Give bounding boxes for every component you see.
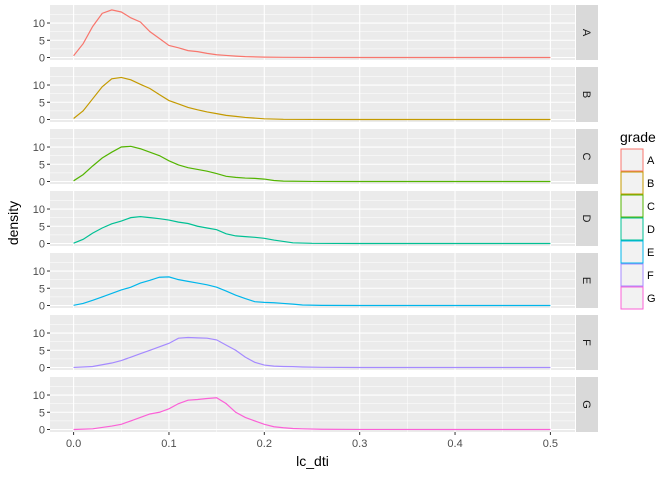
facet-strip [576,5,598,60]
legend-swatch [620,171,644,195]
x-tick-label: 0.3 [352,438,367,450]
facet-strip [576,191,598,246]
x-tick-label: 0.4 [447,438,462,450]
y-tick-label: 5 [39,159,45,171]
legend-key-E: E [620,240,654,264]
legend-title: grade [620,129,656,145]
facet-strip [576,377,598,432]
legend-label: B [647,178,654,190]
panel-background [50,315,575,370]
y-tick-label: 10 [33,266,45,278]
y-tick-label: 10 [33,18,45,30]
legend-label: F [647,270,654,282]
legend-key-A: A [620,148,655,172]
y-tick-label: 5 [39,35,45,47]
y-tick-label: 0 [39,301,45,313]
legend-label: E [647,247,654,259]
y-tick-label: 5 [39,407,45,419]
facet-strip-label: F [580,339,592,346]
density-line-F [73,336,551,369]
legend-swatch [620,263,644,287]
y-tick-label: 0 [39,177,45,189]
legend-swatch [620,194,644,218]
facet-panel-B: 0 5 10 B [33,67,598,127]
x-axis: 0.0 0.1 0.2 0.3 0.4 0.5 [66,432,558,450]
facet-panel-F: 0 5 10 F [33,315,598,375]
panel-background [50,377,575,432]
facet-strip-label: A [580,29,592,37]
y-tick-label: 0 [39,239,45,251]
x-tick-label: 0.1 [161,438,176,450]
y-tick-label: 10 [33,142,45,154]
panel-background [50,5,575,60]
density-line-B [73,76,551,121]
legend-label: G [647,293,656,305]
legend-swatch [620,286,644,310]
facet-strip [576,129,598,184]
density-line-A [73,9,551,59]
panel-background [50,253,575,308]
y-tick-label: 0 [39,115,45,127]
y-tick-label: 5 [39,97,45,109]
facet-strip-label: B [580,91,592,98]
legend-swatch [620,217,644,241]
facet-strip [576,253,598,308]
facet-strip-label: E [580,277,592,284]
legend-swatch [620,148,644,172]
density-line-E [73,276,551,307]
legend-swatch [620,240,644,264]
legend-key-F: F [620,263,654,287]
facet-panel-C: 0 5 10 C [33,129,598,189]
facet-panel-G: 0 5 10 G [33,377,598,437]
y-tick-label: 10 [33,204,45,216]
facet-strip [576,315,598,370]
y-tick-label: 10 [33,328,45,340]
facet-strip-label: D [580,215,592,223]
y-tick-label: 0 [39,425,45,437]
density-line-G [73,397,551,431]
facet-panels: 0 5 10 A 0 5 10 B 0 5 10 C 0 5 10 D 0 5 10 E 0 5 10 F 0 5 10 G [33,5,598,437]
density-line-C [73,145,551,183]
x-tick-label: 0.5 [543,438,558,450]
panel-background [50,67,575,122]
legend-key-B: B [620,171,654,195]
y-tick-label: 5 [39,345,45,357]
x-tick-label: 0.2 [257,438,272,450]
facet-panel-E: 0 5 10 E [33,253,598,313]
legend-key-G: G [620,286,656,310]
panel-background [50,129,575,184]
y-tick-label: 10 [33,390,45,402]
facet-strip [576,67,598,122]
density-line-D [73,215,551,245]
legend-key-D: D [620,217,655,241]
legend-label: D [647,224,655,236]
legend-label: C [647,201,655,213]
facet-strip-label: C [580,153,592,161]
y-tick-label: 5 [39,221,45,233]
legend-label: A [647,155,655,167]
x-tick-label: 0.0 [66,438,81,450]
x-axis-title: lc_dti [296,453,329,469]
legend-key-C: C [620,194,655,218]
y-tick-label: 0 [39,53,45,65]
y-tick-label: 10 [33,80,45,92]
facet-panel-A: 0 5 10 A [33,5,598,65]
y-axis-title: density [5,201,21,245]
facet-panel-D: 0 5 10 D [33,191,598,251]
facet-strip-label: G [580,400,592,409]
y-tick-label: 0 [39,363,45,375]
y-tick-label: 5 [39,283,45,295]
